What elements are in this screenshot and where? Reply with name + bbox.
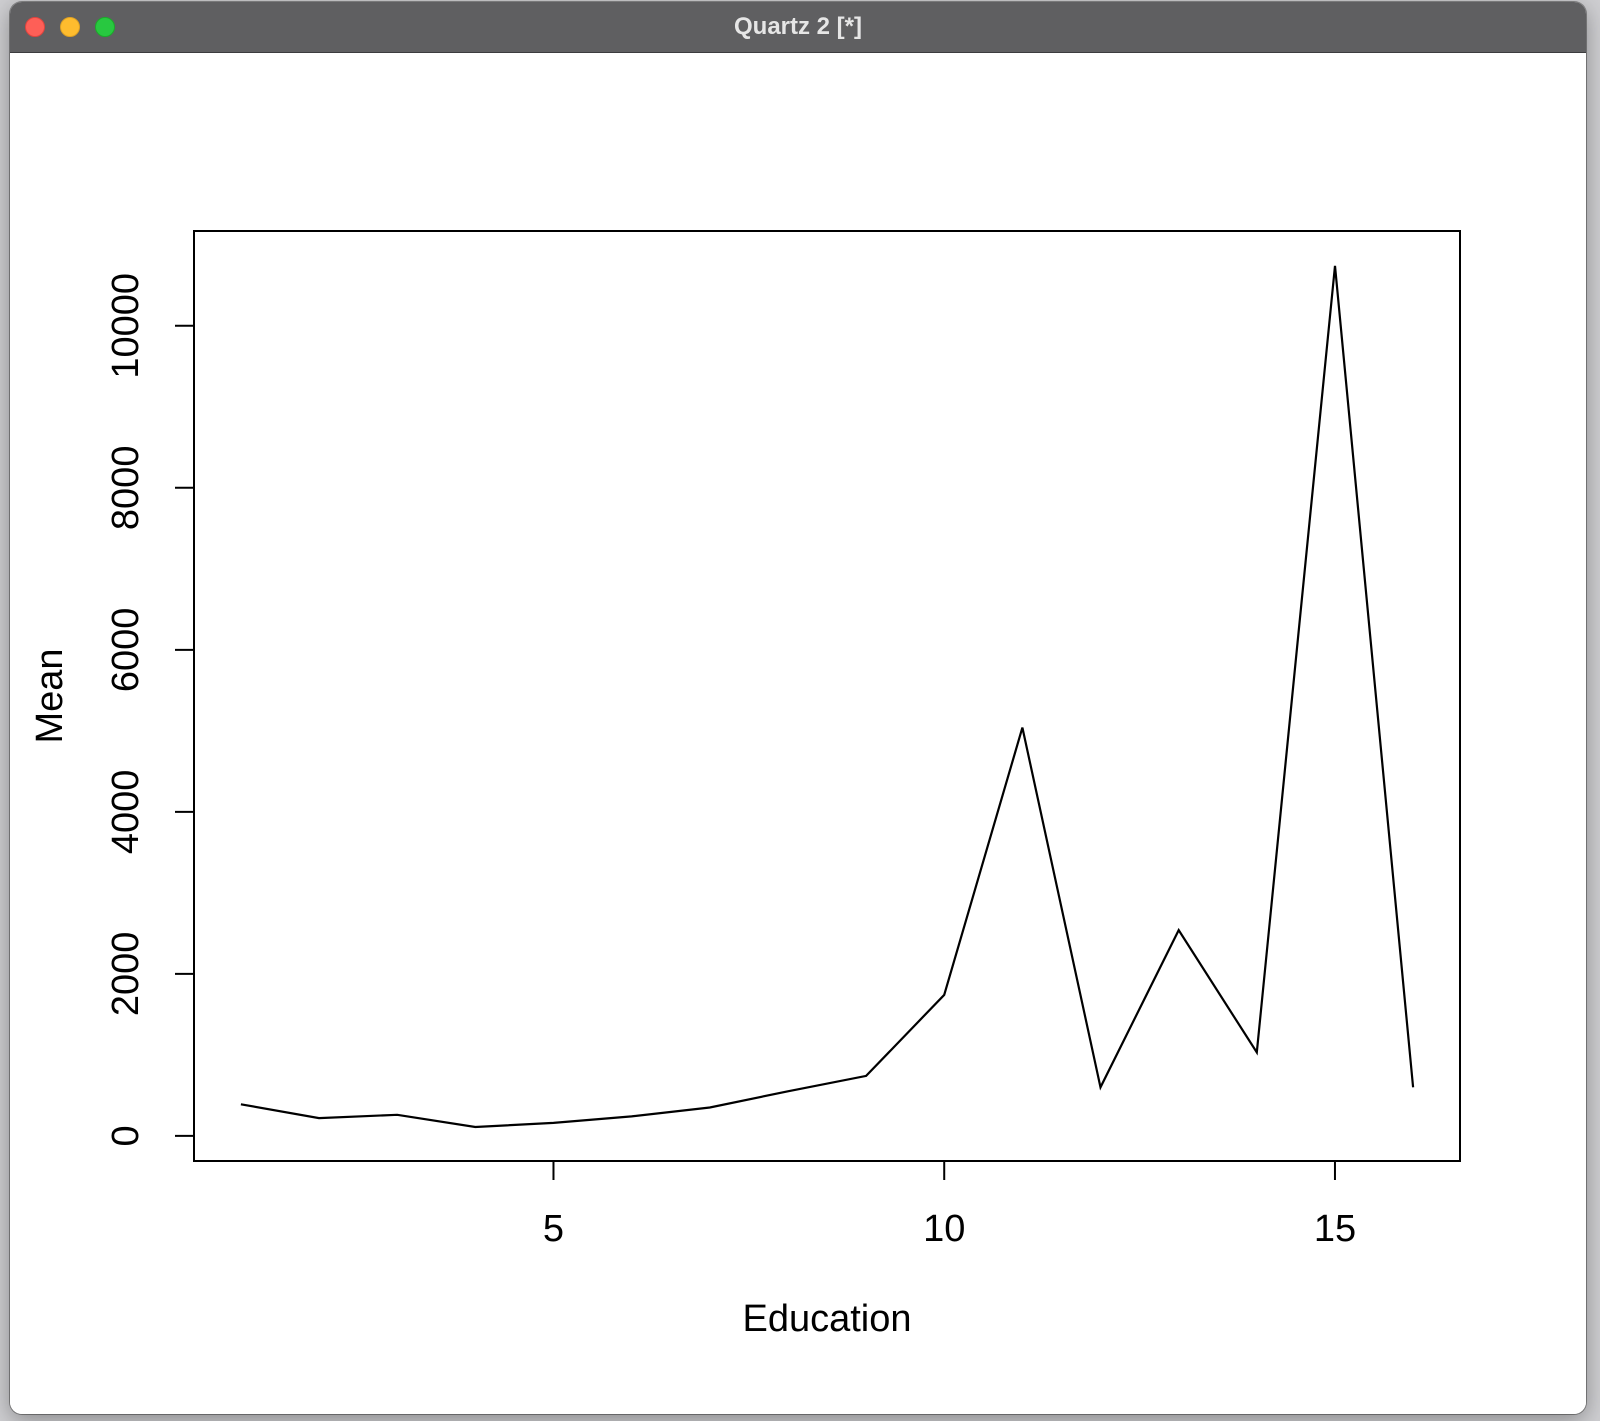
window-titlebar[interactable]: Quartz 2 [*] xyxy=(10,2,1586,53)
zoom-window-button[interactable] xyxy=(95,17,115,37)
y-tick-label: 10000 xyxy=(105,273,147,379)
y-tick-label: 2000 xyxy=(105,932,147,1017)
y-axis-label: Mean xyxy=(29,648,71,743)
x-tick-label: 10 xyxy=(923,1208,965,1250)
plot-canvas: 5 10 15 0 2000 4000 6000 8000 10000 Education Mean xyxy=(10,53,1586,1414)
plot-frame xyxy=(193,230,1461,1162)
y-tick-label: 0 xyxy=(105,1125,147,1146)
x-tick-label: 15 xyxy=(1314,1208,1356,1250)
y-tick-label: 4000 xyxy=(105,770,147,855)
x-axis-label: Education xyxy=(742,1298,911,1340)
series-line-1 xyxy=(240,265,1415,1129)
plot-window[interactable]: Quartz 2 [*] 5 10 15 0 2000 4000 6000 8000 10000… xyxy=(10,2,1586,1414)
x-tick-label: 5 xyxy=(543,1208,564,1250)
y-tick-label: 6000 xyxy=(105,608,147,693)
close-window-button[interactable] xyxy=(25,17,45,37)
minimize-window-button[interactable] xyxy=(60,17,80,37)
window-title: Quartz 2 [*] xyxy=(733,13,862,40)
line-chart: 5 10 15 0 2000 4000 6000 8000 10000 Education Mean xyxy=(29,230,1461,1340)
y-tick-label: 8000 xyxy=(105,446,147,531)
